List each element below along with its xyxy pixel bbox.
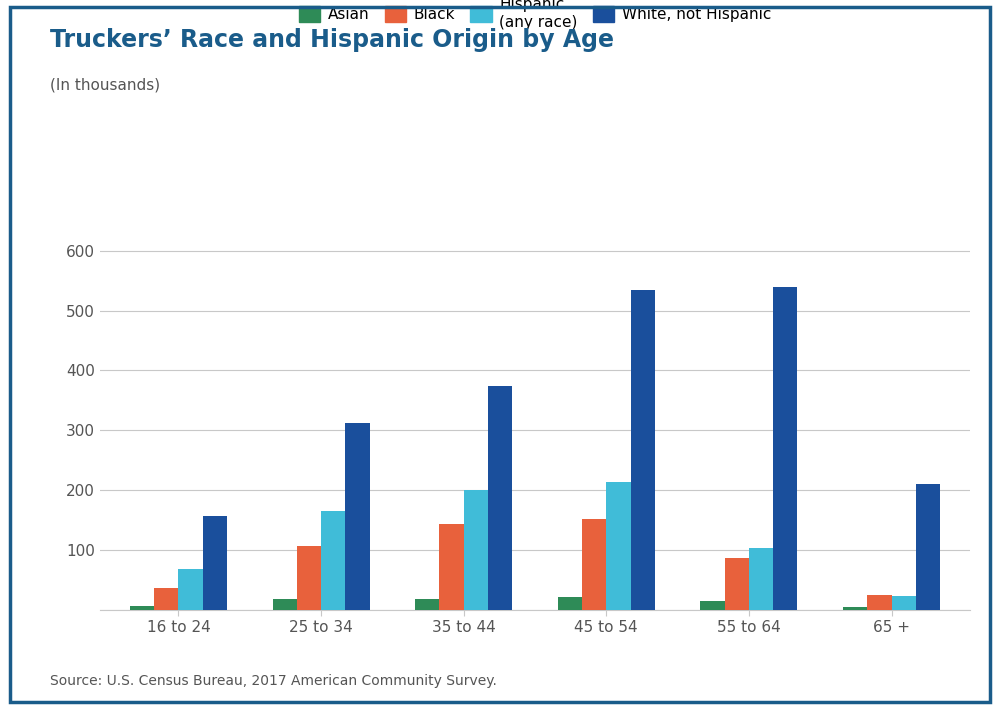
Bar — [488, 386, 512, 610]
Bar — [749, 548, 773, 610]
Bar — [345, 423, 370, 610]
Bar — [154, 588, 178, 610]
Bar — [439, 524, 464, 610]
Bar — [130, 605, 154, 610]
Bar — [297, 546, 321, 610]
Bar — [700, 601, 725, 610]
Bar — [415, 599, 439, 610]
Text: Truckers’ Race and Hispanic Origin by Age: Truckers’ Race and Hispanic Origin by Ag… — [50, 28, 614, 52]
Bar — [867, 596, 892, 610]
Bar — [631, 290, 655, 610]
Bar — [464, 490, 488, 610]
Bar — [178, 569, 203, 610]
Bar — [203, 516, 227, 610]
Bar — [892, 596, 916, 610]
Bar — [273, 599, 297, 610]
Bar — [725, 558, 749, 610]
Text: (In thousands): (In thousands) — [50, 78, 160, 93]
Bar — [843, 607, 867, 610]
Bar — [582, 519, 606, 610]
Text: Source: U.S. Census Bureau, 2017 American Community Survey.: Source: U.S. Census Bureau, 2017 America… — [50, 674, 497, 688]
Bar — [558, 596, 582, 610]
Bar — [773, 287, 797, 610]
Bar — [321, 511, 345, 610]
Bar — [606, 482, 631, 610]
Bar — [916, 484, 940, 610]
Legend: Asian, Black, Hispanic
(any race), White, not Hispanic: Asian, Black, Hispanic (any race), White… — [299, 0, 771, 30]
